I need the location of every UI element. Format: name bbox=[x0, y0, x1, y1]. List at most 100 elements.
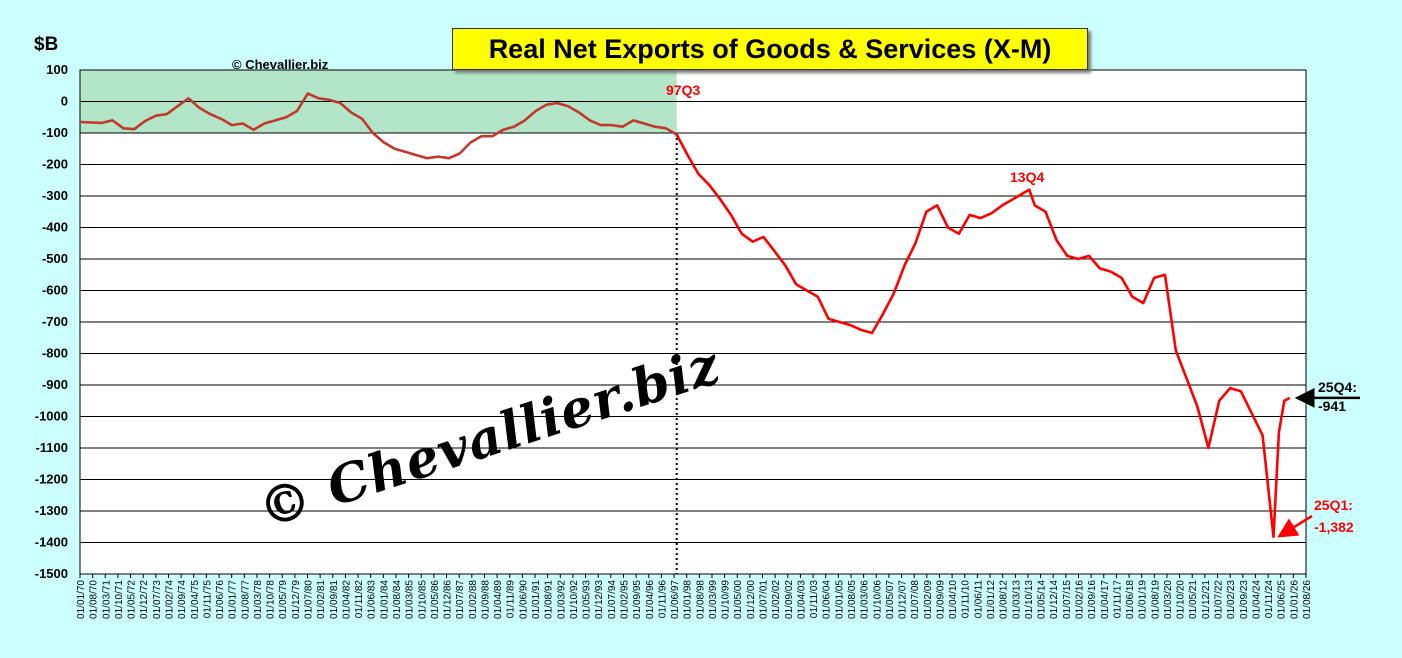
x-tick-label: 01/05/72 bbox=[127, 580, 138, 619]
x-tick-label: 01/02/88 bbox=[468, 580, 479, 619]
y-tick-label: -600 bbox=[42, 283, 68, 298]
x-tick-label: 01/03/85 bbox=[405, 580, 416, 619]
y-axis-ticks: 100 0 -100 -200 -300 -400 -500 -600 -700 -800 -900… bbox=[35, 62, 68, 581]
x-tick-label: 01/06/90 bbox=[518, 580, 529, 619]
y-tick-label: -900 bbox=[42, 377, 68, 392]
x-tick-label: 01/07/15 bbox=[1062, 580, 1073, 619]
x-tick-label: 01/06/11 bbox=[973, 580, 984, 619]
x-tick-label: 01/10/85 bbox=[417, 580, 428, 619]
x-tick-label: 01/03/92 bbox=[556, 580, 567, 619]
x-tick-label: 01/09/88 bbox=[480, 580, 491, 619]
x-tick-label: 01/06/18 bbox=[1125, 580, 1136, 619]
y-axis-label: $B bbox=[34, 34, 59, 55]
series-line bbox=[79, 92, 1291, 574]
x-tick-label: 01/03/71 bbox=[101, 580, 112, 619]
x-tick-label: 01/01/84 bbox=[379, 580, 390, 619]
y-tick-label: -500 bbox=[42, 251, 68, 266]
x-tick-label: 01/08/12 bbox=[999, 580, 1010, 619]
y-tick-label: -100 bbox=[42, 125, 68, 140]
x-tick-label: 01/02/74 bbox=[164, 580, 175, 619]
x-tick-label: 01/02/23 bbox=[1226, 580, 1237, 619]
plot-border bbox=[79, 69, 1307, 575]
x-tick-label: 01/05/93 bbox=[582, 580, 593, 619]
x-tick-label: 01/11/82 bbox=[354, 580, 365, 619]
x-tick-label: 01/12/72 bbox=[139, 580, 150, 619]
x-tick-label: 01/04/75 bbox=[190, 580, 201, 619]
x-tick-label: 01/11/17 bbox=[1112, 580, 1123, 619]
y-tick-label: -1100 bbox=[35, 440, 68, 455]
x-tick-label: 01/01/70 bbox=[76, 580, 87, 619]
x-tick-label: 01/08/84 bbox=[392, 580, 403, 619]
y-tick-label: -200 bbox=[42, 157, 68, 172]
x-tick-label: 01/07/80 bbox=[304, 580, 315, 619]
x-tick-label: 01/03/13 bbox=[1011, 580, 1022, 619]
x-tick-label: 01/10/20 bbox=[1176, 580, 1187, 619]
y-tick-label: -700 bbox=[42, 314, 68, 329]
x-tick-label: 01/03/78 bbox=[253, 580, 264, 619]
annotation-25q1: 25Q1: -1,382 bbox=[1314, 494, 1354, 538]
x-tick-label: 01/04/24 bbox=[1251, 580, 1262, 619]
x-tick-label: 01/03/06 bbox=[860, 580, 871, 619]
x-tick-label: 01/01/05 bbox=[834, 580, 845, 619]
x-tick-label: 01/05/79 bbox=[278, 580, 289, 619]
x-tick-label: 01/01/12 bbox=[986, 580, 997, 619]
x-tick-label: 01/09/16 bbox=[1087, 580, 1098, 619]
x-tick-label: 01/08/05 bbox=[847, 580, 858, 619]
x-tick-label: 01/08/98 bbox=[695, 580, 706, 619]
x-tick-label: 01/10/78 bbox=[266, 580, 277, 619]
x-tick-label: 01/05/14 bbox=[1037, 580, 1048, 619]
x-tick-label: 01/07/22 bbox=[1214, 580, 1225, 619]
y-tick-label: -800 bbox=[42, 346, 68, 361]
y-tick-label: -300 bbox=[42, 188, 68, 203]
y-tick-label: -1000 bbox=[35, 409, 68, 424]
gridlines bbox=[79, 69, 1307, 575]
x-tick-label: 01/05/21 bbox=[1188, 580, 1199, 619]
x-tick-label: 01/07/87 bbox=[455, 580, 466, 619]
x-tick-label: 01/07/94 bbox=[607, 580, 618, 619]
arrow-25q1 bbox=[1277, 514, 1313, 538]
series-line-post-1997 bbox=[675, 133, 1291, 539]
x-tick-label: 01/06/97 bbox=[670, 580, 681, 619]
x-tick-label: 01/11/96 bbox=[657, 580, 668, 619]
annotation-25q4-label: 25Q4: bbox=[1318, 379, 1357, 395]
x-tick-label: 01/04/10 bbox=[948, 580, 959, 619]
x-tick-label: 01/11/75 bbox=[202, 580, 213, 619]
x-tick-label: 01/06/76 bbox=[215, 580, 226, 619]
y-tick-label: -1500 bbox=[35, 566, 68, 581]
x-tick-label: 01/12/21 bbox=[1201, 580, 1212, 619]
x-axis-ticks: 01/01/70 01/08/70 01/03/71 01/10/71 01/05/72… bbox=[76, 574, 1313, 619]
x-tick-label: 01/09/81 bbox=[329, 580, 340, 619]
x-tick-label: 01/08/91 bbox=[544, 580, 555, 619]
y-tick-label: 100 bbox=[46, 62, 68, 77]
y-tick-label: -1300 bbox=[35, 503, 68, 518]
x-tick-label: 01/03/99 bbox=[708, 580, 719, 619]
annotation-25q4: 25Q4: -941 bbox=[1318, 378, 1357, 416]
y-tick-label: -1400 bbox=[35, 535, 68, 550]
x-tick-label: 01/12/14 bbox=[1049, 580, 1060, 619]
annotation-25q4-value: -941 bbox=[1318, 398, 1347, 414]
x-tick-label: 01/01/26 bbox=[1289, 580, 1300, 619]
x-tick-label: 01/01/19 bbox=[1138, 580, 1149, 619]
x-tick-label: 01/05/07 bbox=[885, 580, 896, 619]
x-tick-label: 01/04/17 bbox=[1100, 580, 1111, 619]
series-line-pre-1997 bbox=[79, 92, 678, 160]
x-tick-label: 01/12/00 bbox=[746, 580, 757, 619]
x-tick-label: 01/12/79 bbox=[291, 580, 302, 619]
x-tick-label: 01/09/95 bbox=[632, 580, 643, 619]
x-tick-label: 01/07/73 bbox=[152, 580, 163, 619]
x-tick-label: 01/07/01 bbox=[759, 580, 770, 619]
x-tick-label: 01/06/04 bbox=[822, 580, 833, 619]
x-tick-label: 01/09/02 bbox=[784, 580, 795, 619]
chart-title: Real Net Exports of Goods & Services (X-… bbox=[452, 28, 1088, 70]
x-tick-label: 01/03/20 bbox=[1163, 580, 1174, 619]
x-tick-label: 01/05/86 bbox=[430, 580, 441, 619]
y-tick-label: -400 bbox=[42, 220, 68, 235]
annotation-97q3: 97Q3 bbox=[666, 82, 701, 98]
x-tick-label: 01/04/96 bbox=[645, 580, 656, 619]
copyright-label: © Chevallier.biz bbox=[232, 57, 329, 72]
x-tick-label: 01/09/74 bbox=[177, 580, 188, 619]
annotations bbox=[1277, 387, 1360, 538]
x-tick-label: 01/06/25 bbox=[1277, 580, 1288, 619]
annotation-25q1-label: 25Q1: bbox=[1314, 497, 1353, 513]
